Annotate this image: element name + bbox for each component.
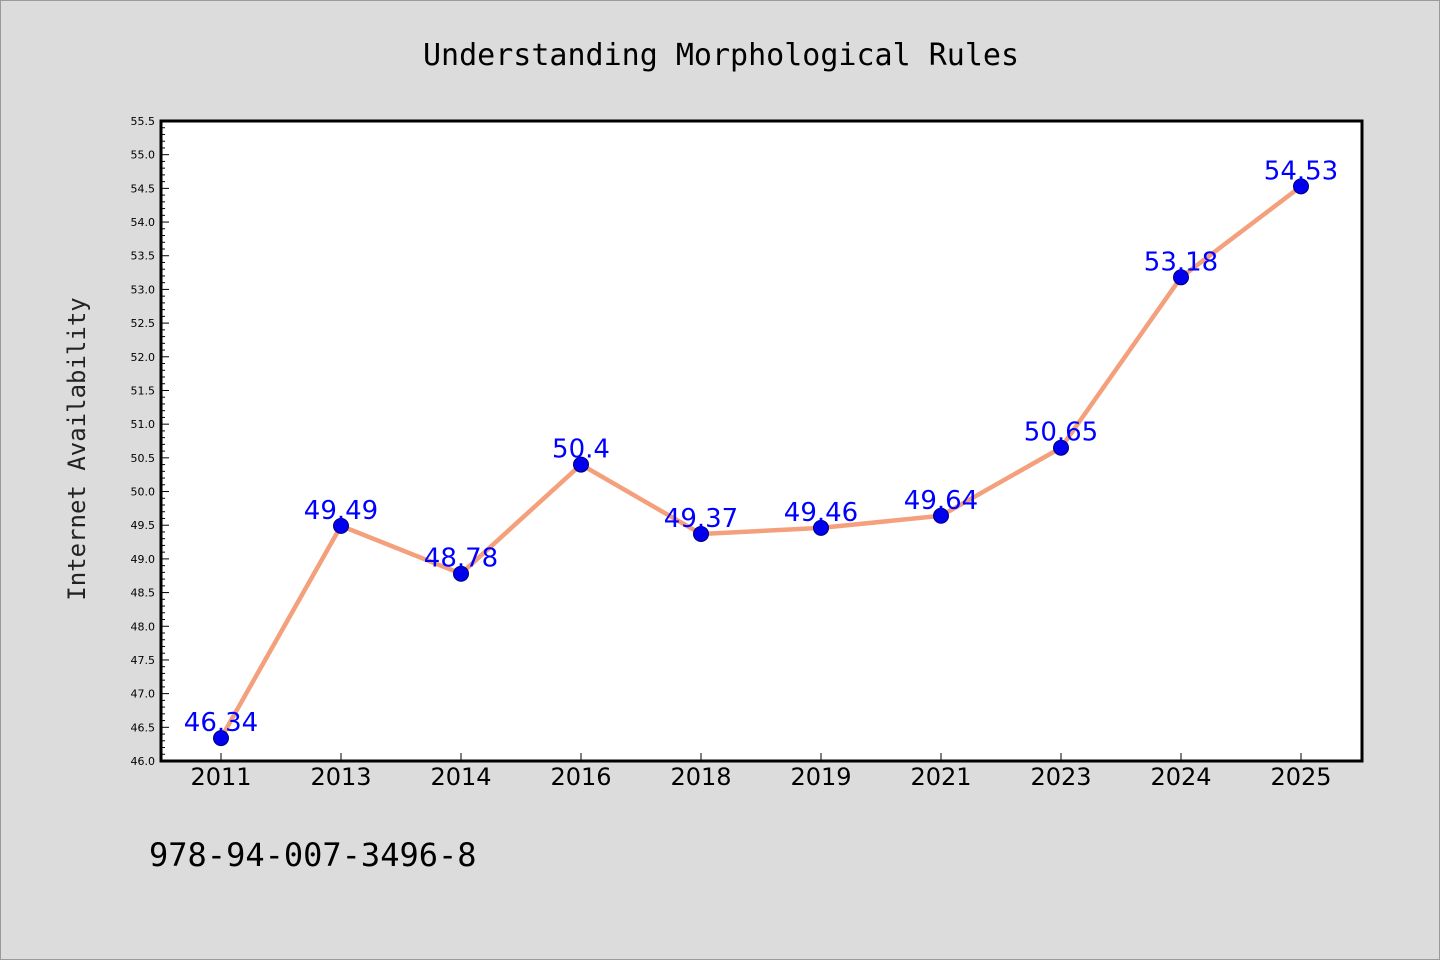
y-tick-label: 47.0 bbox=[131, 688, 156, 701]
y-tick-label: 53.5 bbox=[131, 250, 156, 263]
x-tick-label: 2014 bbox=[430, 763, 491, 791]
data-label-2011: 46.34 bbox=[184, 708, 258, 738]
y-tick-label: 51.5 bbox=[131, 384, 156, 397]
data-label-2013: 49.49 bbox=[304, 496, 378, 526]
data-point-2023 bbox=[1053, 439, 1069, 456]
data-point-2021 bbox=[933, 507, 949, 524]
y-tick-label: 52.5 bbox=[131, 317, 156, 330]
data-point-2014 bbox=[453, 565, 469, 582]
data-label-2016: 50.4 bbox=[552, 435, 610, 465]
y-tick-label: 55.0 bbox=[131, 149, 156, 162]
data-point-2011 bbox=[213, 730, 229, 747]
y-tick-label: 53.0 bbox=[131, 283, 156, 296]
y-axis-label: Internet Availability bbox=[63, 297, 91, 600]
data-label-2021: 49.64 bbox=[904, 486, 978, 516]
x-axis-ticks: 2011 2013 2014 2016 2018 2019 2021 2023 2024 2025 bbox=[190, 753, 1332, 791]
data-label-2014: 48.78 bbox=[424, 544, 498, 574]
x-tick-label: 2023 bbox=[1030, 763, 1091, 791]
x-tick-label: 2021 bbox=[910, 763, 971, 791]
y-tick-label: 48.0 bbox=[131, 620, 156, 633]
chart-title: Understanding Morphological Rules bbox=[423, 38, 1019, 73]
y-tick-label: 47.5 bbox=[131, 654, 156, 667]
y-tick-label: 50.0 bbox=[131, 486, 156, 499]
data-point-2019 bbox=[813, 519, 829, 536]
y-tick-label: 55.5 bbox=[131, 115, 156, 128]
y-tick-label: 49.5 bbox=[131, 519, 156, 532]
x-tick-label: 2011 bbox=[190, 763, 251, 791]
data-markers bbox=[213, 178, 1309, 747]
y-axis-ticks: 46.0 46.5 47.0 47.5 48.0 48.5 49.0 49.5 50.0 50.5… bbox=[131, 115, 169, 768]
y-tick-label: 54.0 bbox=[131, 216, 156, 229]
data-point-2018 bbox=[693, 525, 709, 542]
series-line bbox=[218, 184, 1304, 741]
data-point-2016 bbox=[573, 456, 589, 473]
footer-isbn: 978-94-007-3496-8 bbox=[149, 836, 477, 874]
data-point-2013 bbox=[333, 517, 349, 534]
x-tick-label: 2024 bbox=[1150, 763, 1211, 791]
data-label-2025: 54.53 bbox=[1264, 156, 1338, 186]
data-label-2019: 49.46 bbox=[784, 498, 858, 528]
data-label-2018: 49.37 bbox=[664, 504, 738, 534]
y-tick-label: 46.5 bbox=[131, 721, 156, 734]
y-tick-label: 52.0 bbox=[131, 351, 156, 364]
data-point-2025 bbox=[1293, 178, 1309, 195]
x-tick-label: 2016 bbox=[550, 763, 611, 791]
y-tick-label: 48.5 bbox=[131, 587, 156, 600]
y-tick-label: 50.5 bbox=[131, 452, 156, 465]
x-tick-label: 2019 bbox=[790, 763, 851, 791]
x-tick-label: 2025 bbox=[1270, 763, 1331, 791]
data-label-2024: 53.18 bbox=[1144, 247, 1218, 277]
x-tick-label: 2013 bbox=[310, 763, 371, 791]
x-tick-label: 2018 bbox=[670, 763, 731, 791]
y-tick-label: 46.0 bbox=[131, 755, 156, 768]
plot-area bbox=[159, 119, 1364, 763]
y-tick-label: 54.5 bbox=[131, 182, 156, 195]
y-tick-label: 49.0 bbox=[131, 553, 156, 566]
data-point-2024 bbox=[1173, 269, 1189, 286]
data-label-2023: 50.65 bbox=[1024, 418, 1098, 448]
series-line-group bbox=[218, 184, 1304, 741]
data-labels: 46.34 49.49 48.78 50.4 49.37 49.46 49.64 50.65 5… bbox=[184, 156, 1338, 738]
y-tick-label: 51.0 bbox=[131, 418, 156, 431]
